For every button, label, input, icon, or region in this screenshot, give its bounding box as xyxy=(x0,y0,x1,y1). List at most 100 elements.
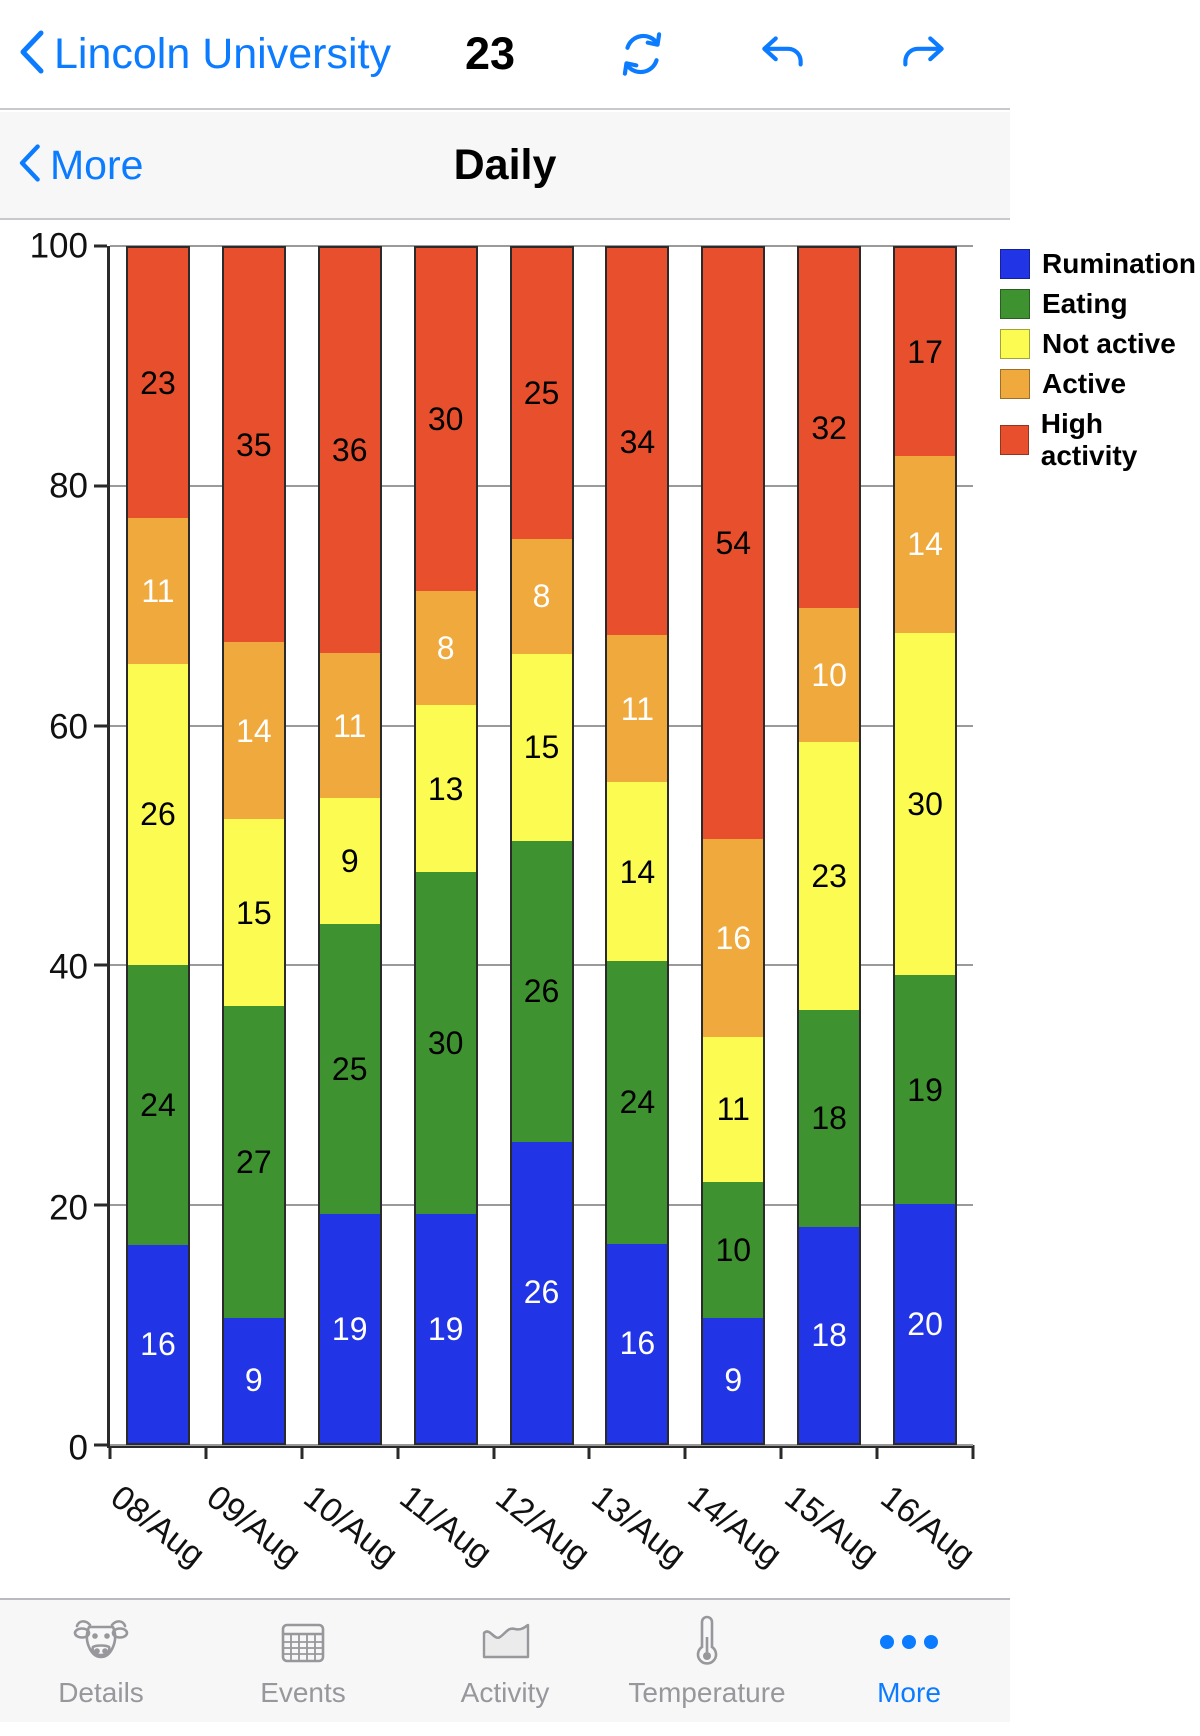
x-tick xyxy=(300,1445,304,1459)
segment-active: 14 xyxy=(223,642,284,820)
more-back-button[interactable]: More xyxy=(16,112,143,218)
segment-value: 9 xyxy=(340,843,359,880)
bar-slot: 9 10 11 16 54 xyxy=(685,246,781,1445)
top-nav-bar: Lincoln University 23 xyxy=(0,0,1010,110)
animal-id: 23 xyxy=(465,28,516,79)
stacked-bar-11-Aug: 19 30 13 8 30 xyxy=(413,246,478,1445)
stacked-bar-15-Aug: 18 18 23 10 32 xyxy=(797,246,862,1445)
ellipsis-icon xyxy=(877,1613,941,1671)
segment-eating: 26 xyxy=(511,840,572,1142)
nav-back-label: Lincoln University xyxy=(54,29,391,78)
segment-not-active: 30 xyxy=(895,632,956,976)
segment-value: 9 xyxy=(244,1362,263,1399)
y-tick-label: 20 xyxy=(49,1188,88,1228)
segment-eating: 10 xyxy=(703,1182,764,1318)
x-tick xyxy=(108,1445,112,1459)
y-tick-label: 80 xyxy=(49,466,88,506)
y-tick xyxy=(94,484,107,488)
y-tick xyxy=(94,244,107,248)
segment-active: 11 xyxy=(319,652,380,799)
x-tick-label: 10/Aug xyxy=(296,1478,405,1575)
x-tick xyxy=(492,1445,496,1459)
sub-nav-bar: More Daily xyxy=(0,112,1010,220)
segment-value: 8 xyxy=(532,578,551,615)
segment-value: 24 xyxy=(619,1084,656,1121)
stacked-bar-08-Aug: 16 24 26 11 23 xyxy=(125,246,190,1445)
segment-high-activity: 32 xyxy=(799,248,860,608)
tab-item-activity[interactable]: Activity xyxy=(404,1600,606,1722)
x-tick xyxy=(587,1445,591,1459)
segment-value: 32 xyxy=(811,409,847,446)
tab-item-events[interactable]: Events xyxy=(202,1600,404,1722)
segment-rumination: 9 xyxy=(223,1317,284,1443)
stacked-bar-10-Aug: 19 25 9 11 36 xyxy=(317,246,382,1445)
x-axis-labels: 08/Aug 09/Aug 10/Aug 11/Aug 12/Aug 13/Aug 14/A… xyxy=(104,1462,982,1598)
segment-value: 16 xyxy=(715,919,752,956)
segment-high-activity: 23 xyxy=(127,248,188,519)
segment-value: 17 xyxy=(907,333,943,370)
y-tick-label: 0 xyxy=(68,1428,88,1468)
segment-value: 16 xyxy=(619,1325,656,1362)
redo-icon[interactable] xyxy=(895,26,951,82)
x-tick-label: 16/Aug xyxy=(873,1478,982,1575)
segment-value: 26 xyxy=(523,973,560,1010)
back-chevron-icon xyxy=(16,29,46,80)
segment-value: 19 xyxy=(331,1310,368,1347)
segment-value: 11 xyxy=(141,572,175,609)
segment-value: 34 xyxy=(619,423,656,460)
x-tick xyxy=(971,1445,975,1459)
x-tick xyxy=(204,1445,208,1459)
segment-rumination: 26 xyxy=(511,1141,572,1443)
segment-value: 11 xyxy=(620,690,654,727)
segment-value: 23 xyxy=(811,858,847,895)
tab-label: More xyxy=(877,1677,941,1708)
legend-swatch xyxy=(1000,425,1029,455)
segment-value: 25 xyxy=(523,375,560,412)
stacked-bar-13-Aug: 16 24 14 11 34 xyxy=(605,246,670,1445)
bar-slot: 19 25 9 11 36 xyxy=(302,246,398,1445)
tab-item-more[interactable]: More xyxy=(808,1600,1010,1722)
tab-label: Events xyxy=(260,1677,346,1708)
tab-item-details[interactable]: Details xyxy=(0,1600,202,1722)
segment-high-activity: 30 xyxy=(415,248,476,591)
segment-value: 14 xyxy=(619,853,656,890)
legend-label: Not active xyxy=(1042,328,1176,359)
segment-high-activity: 17 xyxy=(895,247,956,456)
segment-not-active: 15 xyxy=(511,653,572,841)
undo-icon[interactable] xyxy=(755,26,811,82)
y-tick xyxy=(94,1443,107,1447)
tab-label: Activity xyxy=(460,1677,550,1708)
segment-eating: 25 xyxy=(319,923,380,1215)
legend-item: Eating xyxy=(1000,288,1200,320)
y-tick xyxy=(94,724,107,728)
segment-value: 14 xyxy=(236,712,272,749)
refresh-icon[interactable] xyxy=(614,26,670,82)
stacked-bar-12-Aug: 26 26 15 8 25 xyxy=(509,246,574,1445)
x-tick xyxy=(779,1445,783,1459)
y-tick-label: 100 xyxy=(29,226,88,266)
segment-rumination: 20 xyxy=(895,1204,956,1443)
cow-icon xyxy=(72,1613,130,1671)
segment-value: 20 xyxy=(907,1305,943,1342)
segment-active: 11 xyxy=(127,518,188,664)
segment-high-activity: 34 xyxy=(607,248,668,636)
x-tick-label: 11/Aug xyxy=(392,1478,499,1573)
segment-value: 23 xyxy=(140,365,176,402)
segment-value: 13 xyxy=(427,770,464,807)
segment-not-active: 11 xyxy=(703,1036,764,1183)
x-tick xyxy=(875,1445,879,1459)
bars: 16 24 26 11 23 9 27 15 14 35 19 25 9 11 36 19 30 13 8 30 26 2… xyxy=(110,246,973,1445)
segment-value: 19 xyxy=(427,1310,464,1347)
legend-item: Not active xyxy=(1000,328,1200,360)
segment-value: 11 xyxy=(716,1091,750,1128)
x-tick xyxy=(683,1445,687,1459)
segment-value: 10 xyxy=(715,1232,752,1269)
y-tick xyxy=(94,1203,107,1207)
segment-value: 14 xyxy=(907,526,943,563)
nav-back-button[interactable]: Lincoln University xyxy=(16,0,391,108)
segment-value: 10 xyxy=(811,657,847,694)
segment-value: 36 xyxy=(331,432,368,469)
y-tick-label: 40 xyxy=(49,947,88,987)
tab-item-temperature[interactable]: Temperature xyxy=(606,1600,808,1722)
segment-value: 18 xyxy=(811,1100,847,1137)
